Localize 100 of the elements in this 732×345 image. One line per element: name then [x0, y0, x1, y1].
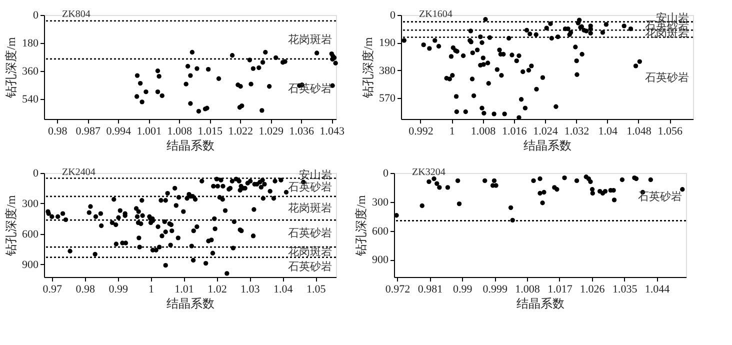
annotation: 石英砂岩	[288, 226, 332, 240]
point	[196, 108, 202, 114]
point	[155, 89, 160, 94]
point	[562, 175, 567, 180]
point	[648, 177, 654, 182]
point	[456, 201, 462, 206]
x-tick-label: 1.008	[167, 126, 192, 138]
point	[138, 80, 143, 86]
point	[134, 73, 140, 78]
point	[588, 179, 593, 184]
x-tick-label: 0.98	[48, 126, 68, 138]
point	[420, 203, 424, 208]
point	[554, 187, 560, 192]
point	[260, 108, 264, 113]
point	[238, 84, 243, 89]
annotation: 花岗斑岩	[288, 32, 332, 46]
point	[445, 185, 450, 190]
x-axis-title: 结晶系数	[524, 138, 572, 152]
y-tick-label: 380	[379, 64, 396, 77]
point	[185, 64, 190, 69]
x-tick-label: 0.999	[482, 284, 508, 296]
y-tick-label: 0	[33, 10, 39, 22]
chart-title: ZK1604	[419, 9, 452, 20]
y-tick-label: 570	[379, 92, 396, 104]
x-tick-label: 1.043	[320, 126, 346, 138]
x-tick-label: 1.036	[289, 126, 315, 138]
x-tick-label: 0.98	[76, 284, 96, 296]
annotation: 花岗斑岩	[288, 245, 332, 258]
point	[248, 82, 254, 86]
annotation: 石英砂岩	[288, 260, 332, 274]
point	[542, 190, 546, 195]
annotation: 石英砂岩	[645, 71, 689, 84]
x-tick-label: 1.032	[564, 126, 590, 138]
point	[216, 76, 222, 81]
point	[134, 94, 140, 99]
point	[160, 93, 164, 98]
y-tick-label: 600	[372, 225, 389, 238]
point	[206, 66, 211, 72]
point	[155, 68, 160, 74]
x-tick-label: 1.044	[644, 284, 670, 296]
point	[574, 178, 580, 184]
y-tick-label: 600	[22, 228, 39, 240]
x-tick-label: 0.99	[108, 284, 128, 296]
x-tick-label: 1.048	[626, 126, 652, 138]
point	[314, 50, 320, 56]
x-tick-label: 1.001	[136, 126, 162, 138]
point	[538, 176, 542, 182]
point	[333, 60, 338, 66]
x-tick-label: 1.01	[174, 284, 194, 296]
y-tick-label: 540	[22, 93, 39, 106]
x-tick-label: 1	[148, 284, 154, 296]
point	[612, 198, 617, 202]
point	[455, 178, 460, 184]
x-tick-label: 1.05	[306, 284, 326, 296]
x-tick-label: 1.008	[515, 284, 540, 296]
x-tick-label: 0.992	[408, 126, 434, 138]
point	[434, 181, 440, 186]
x-tick-label: 1.022	[228, 126, 253, 138]
x-tick-label: 1.056	[658, 126, 684, 138]
point	[540, 200, 545, 206]
chart-title: ZK804	[62, 9, 90, 20]
y-tick-label: 0	[383, 168, 389, 180]
y-axis-title: 钻孔深度/m	[4, 194, 18, 257]
y-tick-label: 300	[372, 196, 389, 208]
point	[230, 53, 235, 58]
x-axis-title: 结晶系数	[166, 296, 214, 310]
x-tick-label: 1.04	[598, 126, 618, 138]
y-axis-title: 钻孔深度/m	[361, 36, 375, 99]
point	[508, 205, 514, 210]
y-tick-label: 0	[33, 168, 39, 180]
point	[188, 101, 193, 106]
point	[156, 74, 162, 79]
point	[256, 65, 262, 70]
y-tick-label: 0	[390, 10, 396, 22]
x-tick-label: 1.017	[548, 284, 573, 296]
x-tick-label: 1.02	[208, 284, 227, 296]
point	[240, 103, 244, 108]
x-tick-label: 0.994	[106, 126, 132, 138]
point	[531, 178, 536, 184]
y-tick-label: 900	[372, 254, 389, 266]
annotation: 石英砂岩	[288, 180, 332, 194]
annotation: 安山岩	[299, 168, 332, 182]
x-tick-label: 1.029	[258, 126, 284, 138]
x-tick-label: 0.97	[42, 284, 63, 296]
point	[482, 178, 488, 184]
x-tick-label: 1.015	[198, 126, 223, 138]
point	[590, 190, 595, 196]
x-tick-label: 1	[449, 126, 455, 138]
annotation: 石英砂岩	[638, 190, 682, 203]
x-tick-label: 1.04	[273, 284, 294, 296]
y-tick-label: 360	[22, 65, 39, 78]
y-tick-label: 900	[22, 258, 39, 271]
point	[426, 179, 432, 184]
point	[188, 73, 193, 78]
y-axis-title: 钻孔深度/m	[4, 36, 18, 99]
x-axis-title: 结晶系数	[516, 296, 564, 310]
point	[260, 60, 266, 65]
point	[602, 188, 608, 194]
point	[263, 50, 268, 55]
point	[494, 183, 498, 188]
